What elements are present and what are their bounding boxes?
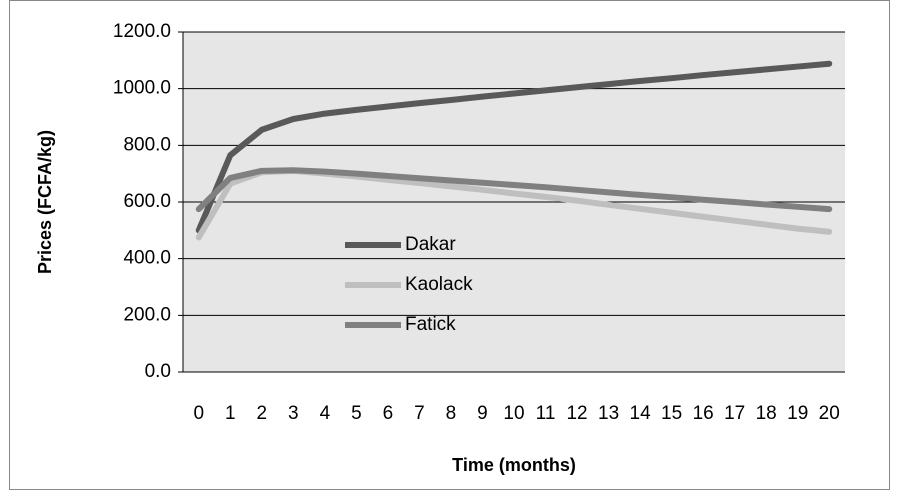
y-tick-label: 1200.0: [113, 21, 171, 42]
x-tick-label: 19: [787, 403, 808, 424]
x-tick-label: 14: [630, 403, 652, 424]
x-tick-label: 11: [536, 403, 556, 424]
x-tick-label: 13: [598, 403, 619, 424]
y-tick-label: 0.0: [145, 361, 171, 382]
legend-label: Kaolack: [405, 274, 473, 295]
x-tick-label: 4: [320, 403, 331, 424]
x-tick-label: 7: [414, 403, 425, 424]
x-tick-label: 10: [503, 403, 524, 424]
x-tick-label: 3: [288, 403, 299, 424]
x-tick-label: 18: [756, 403, 777, 424]
x-tick-label: 1: [225, 403, 236, 424]
y-tick-label: 200.0: [123, 304, 171, 325]
x-tick-label: 16: [693, 403, 714, 424]
series-line: [195, 60, 833, 234]
x-tick-label: 20: [819, 403, 840, 424]
y-tick-label: 800.0: [123, 134, 171, 155]
x-tick-label: 12: [566, 403, 587, 424]
series-line: [195, 167, 833, 213]
y-tick-label: 600.0: [123, 191, 171, 212]
x-tick-label: 5: [351, 403, 362, 424]
x-tick-label: 9: [477, 403, 488, 424]
x-axis-title: Time (months): [452, 455, 576, 475]
y-tick-label: 1000.0: [113, 78, 171, 99]
y-axis-title: Prices (FCFA/kg): [35, 130, 55, 274]
x-tick-label: 0: [193, 403, 204, 424]
x-tick-label: 8: [446, 403, 457, 424]
legend-label: Fatick: [405, 314, 456, 335]
x-tick-label: 17: [724, 403, 745, 424]
legend-label: Dakar: [405, 234, 456, 255]
x-tick-label: 6: [383, 403, 394, 424]
x-tick-label: 2: [257, 403, 268, 424]
y-tick-label: 400.0: [123, 248, 171, 269]
x-tick-label: 15: [661, 403, 682, 424]
